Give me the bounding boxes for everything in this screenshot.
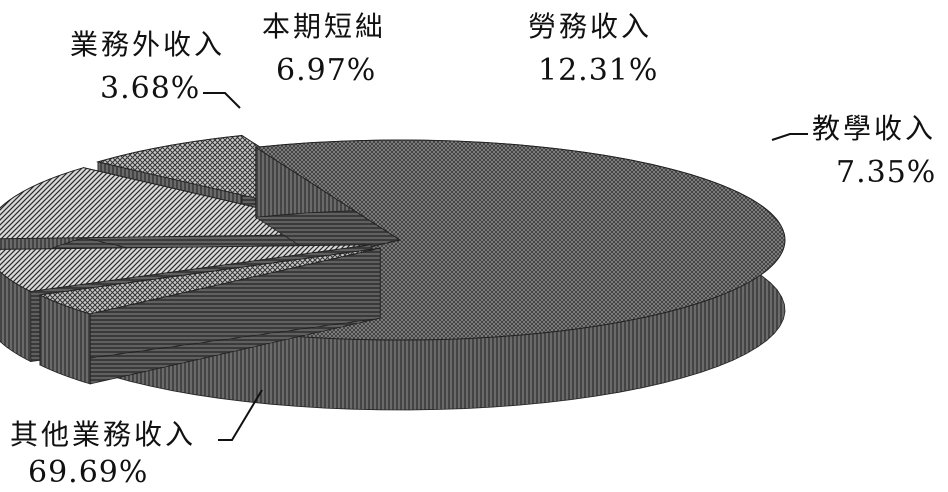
slice-label-其他業務收入: 其他業務收入 xyxy=(10,418,197,451)
leader-line-業務外收入 xyxy=(203,92,241,109)
slice-value-業務外收入: 3.68% xyxy=(100,71,201,106)
slice-label-教學收入: 教學收入 xyxy=(812,112,937,145)
slice-value-本期短絀: 6.97% xyxy=(276,53,377,88)
slice-label-本期短絀: 本期短絀 xyxy=(262,10,387,43)
slice-value-勞務收入: 12.31% xyxy=(538,53,659,88)
slice-label-業務外收入: 業務外收入 xyxy=(70,28,226,61)
leader-line-教學收入 xyxy=(771,133,808,141)
pie-slice-業務外收入 xyxy=(38,247,381,385)
slice-value-教學收入: 7.35% xyxy=(836,155,937,190)
leader-line-其他業務收入 xyxy=(218,389,263,441)
slice-value-其他業務收入: 69.69% xyxy=(28,455,149,490)
slice-label-勞務收入: 勞務收入 xyxy=(528,10,653,43)
